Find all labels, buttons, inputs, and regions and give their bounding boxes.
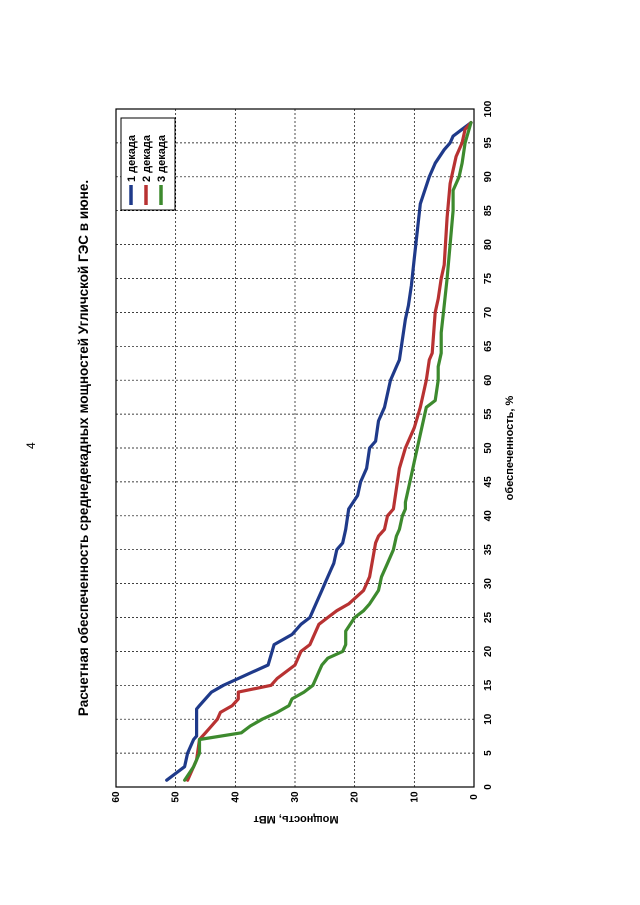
x-tick-label: 40	[483, 510, 494, 522]
x-tick-label: 50	[483, 442, 494, 454]
legend-label-2: 2 декада	[141, 134, 153, 182]
chart-grid	[116, 109, 474, 787]
y-tick-label: 10	[409, 791, 420, 803]
x-tick-label: 15	[483, 679, 494, 691]
x-tick-label: 5	[483, 750, 494, 756]
y-tick-label: 30	[290, 791, 301, 803]
series-line-2	[186, 120, 473, 782]
x-tick-label: 95	[483, 137, 494, 149]
series-layer	[165, 120, 473, 782]
x-tick-label: 100	[483, 100, 494, 117]
series-line-1	[165, 120, 473, 782]
y-tick-label: 20	[350, 791, 361, 803]
x-axis-label: обеспеченность, %	[504, 395, 516, 500]
x-tick-label: 55	[483, 408, 494, 420]
y-tick-label: 50	[171, 791, 182, 803]
x-tick-label: 10	[483, 713, 494, 725]
legend: 1 декада 2 декада 3 декада	[120, 117, 176, 211]
legend-label-1: 1 декада	[126, 134, 138, 182]
y-tick-label: 40	[230, 791, 241, 803]
x-tick-label: 0	[483, 784, 494, 790]
x-tick-label: 90	[483, 171, 494, 183]
y-tick-label: 0	[469, 794, 480, 800]
x-tick-label: 30	[483, 578, 494, 590]
plot-frame	[115, 108, 475, 788]
x-tick-label: 60	[483, 374, 494, 386]
legend-label-3: 3 декада	[156, 134, 168, 182]
tick-layer: 0 5 10 15 20 25 30 35 40 45 50 55 60 65 70 75 80 85 90 95 10…	[111, 100, 494, 802]
x-tick-label: 35	[483, 544, 494, 556]
series-line-3	[183, 120, 473, 782]
x-tick-label: 20	[483, 645, 494, 657]
x-tick-label: 75	[483, 273, 494, 285]
y-axis-label: Мощность, МВт	[253, 813, 339, 825]
x-tick-label: 80	[483, 239, 494, 251]
x-tick-label: 25	[483, 612, 494, 624]
y-tick-label: 60	[111, 791, 122, 803]
chart-title: Расчетная обеспеченность среднедекадных …	[76, 180, 91, 716]
x-tick-label: 45	[483, 476, 494, 488]
x-tick-label: 70	[483, 306, 494, 318]
x-tick-label: 65	[483, 340, 494, 352]
x-tick-label: 85	[483, 205, 494, 217]
